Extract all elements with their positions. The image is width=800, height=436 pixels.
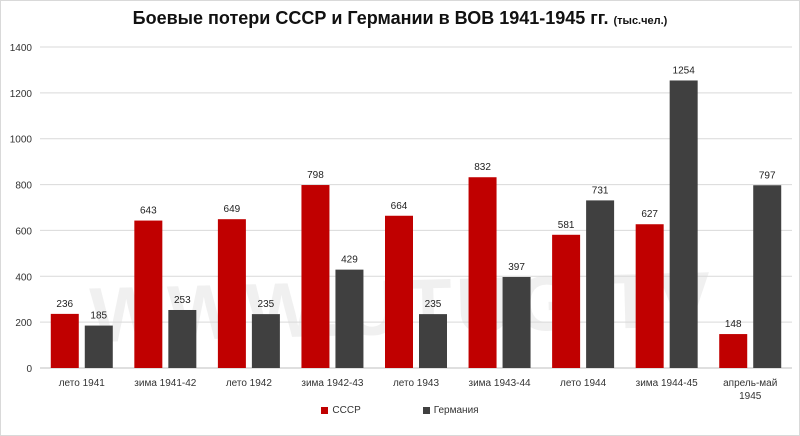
data-label: 649 [224, 204, 241, 215]
data-label: 148 [725, 319, 742, 330]
bar-ussr [50, 313, 79, 368]
data-label: 627 [641, 209, 658, 220]
x-tick-label: зима 1944-45 [636, 378, 699, 389]
y-tick-label: 800 [15, 181, 32, 192]
data-label: 643 [140, 206, 157, 217]
bar-germany [84, 325, 113, 368]
gridlines [40, 46, 792, 369]
x-tick-label: зима 1942-43 [301, 378, 364, 389]
data-label: 798 [307, 170, 324, 181]
x-tick-label: лето 1941 [59, 378, 106, 389]
bar-germany [753, 185, 782, 368]
legend-item-ussr: СССР [321, 405, 361, 416]
y-tick-label: 1400 [10, 43, 33, 54]
bar-germany [586, 200, 615, 368]
bar-germany [335, 269, 364, 368]
legend-item-germany: Германия [422, 405, 479, 416]
bar-ussr [468, 177, 497, 368]
bar-ussr [301, 185, 330, 368]
x-tick-label: лето 1942 [226, 378, 273, 389]
bar-germany [419, 314, 447, 368]
x-tick-label: лето 1944 [560, 378, 607, 389]
legend-swatch-ussr [321, 407, 329, 414]
data-label: 1254 [673, 65, 696, 76]
y-tick-label: 200 [15, 318, 32, 329]
data-label: 731 [592, 185, 609, 196]
x-tick-label: 1945 [739, 391, 762, 402]
y-tick-label: 1000 [10, 135, 33, 146]
y-tick-label: 400 [15, 272, 32, 283]
data-label: 581 [558, 220, 575, 231]
legend: СССР Германия [0, 405, 800, 416]
legend-swatch-germany [422, 407, 430, 414]
bar-ussr [552, 234, 581, 368]
chart-title-text: Боевые потери СССР и Германии в ВОВ 1941… [132, 8, 609, 28]
bar-germany [669, 80, 698, 369]
data-label: 185 [90, 311, 107, 322]
data-label: 797 [759, 170, 776, 181]
data-label: 429 [341, 255, 358, 266]
data-label: 397 [508, 262, 525, 273]
data-labels: 236 185 643 253 649 235 798 429 664 235 832 397 581 7… [56, 65, 776, 330]
data-label: 235 [425, 299, 442, 310]
legend-label-germany: Германия [433, 405, 479, 416]
x-tick-label: зима 1943-44 [469, 378, 532, 389]
bar-germany [168, 309, 197, 368]
bar-germany [502, 276, 531, 368]
data-label: 235 [258, 299, 275, 310]
bar-germany [251, 314, 280, 368]
x-tick-label: зима 1941-42 [134, 378, 197, 389]
x-tick-label: апрель-май [723, 378, 777, 389]
data-label: 664 [391, 201, 408, 212]
x-tick-label: лето 1943 [393, 378, 440, 389]
y-tick-label: 0 [26, 364, 32, 375]
bar-ussr [385, 215, 413, 368]
chart-title: Боевые потери СССР и Германии в ВОВ 1941… [0, 8, 800, 29]
bar-ussr [217, 219, 246, 368]
y-axis: 0 200 400 600 800 1000 1200 1400 [10, 43, 33, 375]
x-axis: лето 1941 зима 1941-42 лето 1942 зима 1942-… [59, 378, 778, 402]
chart-title-unit: (тыс.чел.) [613, 15, 668, 27]
bar-ussr [134, 220, 163, 368]
bars [50, 80, 782, 369]
data-label: 832 [474, 162, 491, 173]
bar-ussr [719, 334, 748, 368]
legend-label-ussr: СССР [332, 405, 361, 416]
data-label: 253 [174, 295, 191, 306]
y-tick-label: 1200 [10, 89, 33, 100]
bar-ussr [635, 224, 664, 368]
y-tick-label: 600 [15, 226, 32, 237]
data-label: 236 [56, 299, 73, 310]
